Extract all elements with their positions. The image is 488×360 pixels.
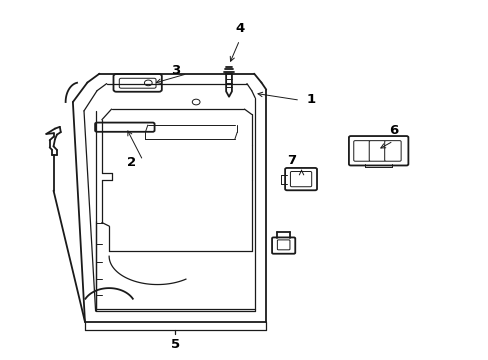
- FancyBboxPatch shape: [348, 136, 407, 166]
- FancyBboxPatch shape: [271, 238, 295, 254]
- Text: 6: 6: [388, 124, 397, 137]
- Text: 5: 5: [170, 338, 180, 351]
- FancyBboxPatch shape: [285, 168, 316, 190]
- Text: 2: 2: [126, 156, 136, 169]
- FancyBboxPatch shape: [95, 123, 154, 132]
- Text: 7: 7: [287, 153, 296, 167]
- FancyBboxPatch shape: [290, 171, 311, 187]
- Text: 1: 1: [306, 93, 315, 106]
- FancyBboxPatch shape: [119, 78, 156, 88]
- FancyBboxPatch shape: [113, 74, 162, 92]
- FancyBboxPatch shape: [384, 141, 400, 161]
- Text: 3: 3: [171, 64, 180, 77]
- FancyBboxPatch shape: [368, 141, 385, 161]
- FancyBboxPatch shape: [353, 141, 369, 161]
- Text: 4: 4: [235, 22, 244, 35]
- FancyBboxPatch shape: [277, 240, 289, 250]
